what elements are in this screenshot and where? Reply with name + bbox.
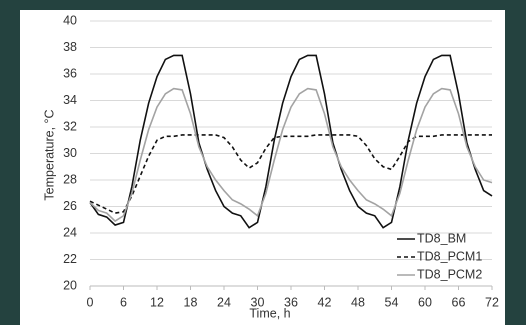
y-tick-label: 40 bbox=[63, 13, 77, 27]
x-tick-label: 54 bbox=[385, 295, 399, 309]
x-tick-label: 0 bbox=[87, 295, 94, 309]
x-tick-label: 6 bbox=[120, 295, 127, 309]
legend-label: TD8_PCM1 bbox=[417, 249, 482, 263]
legend-label: TD8_PCM2 bbox=[417, 267, 482, 281]
x-tick-label: 60 bbox=[418, 295, 432, 309]
x-tick-label: 12 bbox=[150, 295, 164, 309]
x-tick-label: 42 bbox=[318, 295, 332, 309]
x-tick-label: 66 bbox=[452, 295, 466, 309]
series-line bbox=[89, 87, 493, 223]
chart-panel bbox=[20, 10, 505, 325]
y-tick-label: 26 bbox=[63, 199, 77, 213]
x-tick-label: 72 bbox=[485, 295, 499, 309]
legend-label: TD8_BM bbox=[417, 231, 466, 245]
y-tick-label: 30 bbox=[63, 146, 77, 160]
x-tick-label: 36 bbox=[284, 295, 298, 309]
x-tick-label: 24 bbox=[217, 295, 231, 309]
y-tick-label: 20 bbox=[63, 278, 77, 292]
y-tick-label: 36 bbox=[63, 66, 77, 80]
x-axis-label: Time, h bbox=[249, 306, 290, 320]
y-tick-label: 28 bbox=[63, 172, 77, 186]
y-tick-label: 24 bbox=[63, 225, 77, 239]
x-tick-label: 30 bbox=[251, 295, 265, 309]
y-axis-label: Temperature, °C bbox=[42, 109, 56, 200]
y-tick-label: 34 bbox=[63, 93, 77, 107]
x-tick-label: 18 bbox=[184, 295, 198, 309]
series-line bbox=[89, 54, 493, 229]
y-tick-label: 22 bbox=[63, 252, 77, 266]
y-tick-label: 38 bbox=[63, 40, 77, 54]
x-tick-label: 48 bbox=[351, 295, 365, 309]
series-line bbox=[89, 134, 492, 214]
y-tick-label: 32 bbox=[63, 119, 77, 133]
